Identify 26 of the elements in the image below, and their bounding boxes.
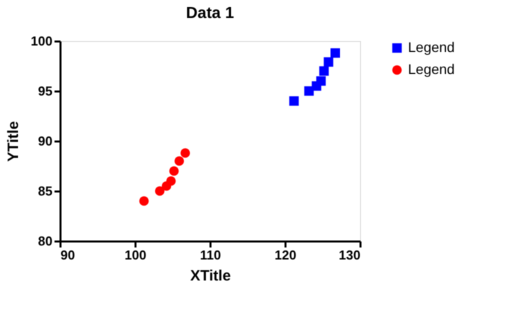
x-axis-title: XTitle xyxy=(190,268,231,284)
x-tick-label: 100 xyxy=(124,248,146,262)
point xyxy=(180,148,190,158)
x-tick-label: 110 xyxy=(200,248,221,262)
x-tick-label: 130 xyxy=(338,248,360,262)
legend-label: Legend xyxy=(408,61,455,77)
legend-label: Legend xyxy=(408,39,455,55)
point xyxy=(319,66,329,76)
x-tick-label: 120 xyxy=(274,248,296,262)
point xyxy=(330,48,340,58)
y-tick-label: 100 xyxy=(30,34,52,48)
y-axis-title: YTitle xyxy=(4,121,22,162)
point xyxy=(324,57,334,67)
point xyxy=(166,176,176,186)
point xyxy=(289,96,299,106)
point xyxy=(139,196,149,206)
y-tick-label: 95 xyxy=(38,84,52,98)
point xyxy=(169,166,179,176)
point xyxy=(174,156,184,166)
x-tick-label: 90 xyxy=(60,248,75,262)
y-tick-label: 85 xyxy=(38,184,52,198)
y-tick-label: 80 xyxy=(38,234,52,248)
y-tick-label: 90 xyxy=(38,134,52,148)
chart-title: Data 1 xyxy=(186,5,234,22)
point xyxy=(316,76,326,86)
point xyxy=(155,186,164,196)
